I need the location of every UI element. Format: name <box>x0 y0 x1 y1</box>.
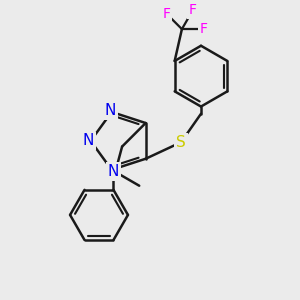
Text: S: S <box>176 135 186 150</box>
Text: F: F <box>189 3 197 17</box>
Text: N: N <box>107 164 119 179</box>
Text: F: F <box>163 7 170 21</box>
Text: N: N <box>104 103 116 118</box>
Text: F: F <box>200 22 208 36</box>
Text: N: N <box>82 134 94 148</box>
